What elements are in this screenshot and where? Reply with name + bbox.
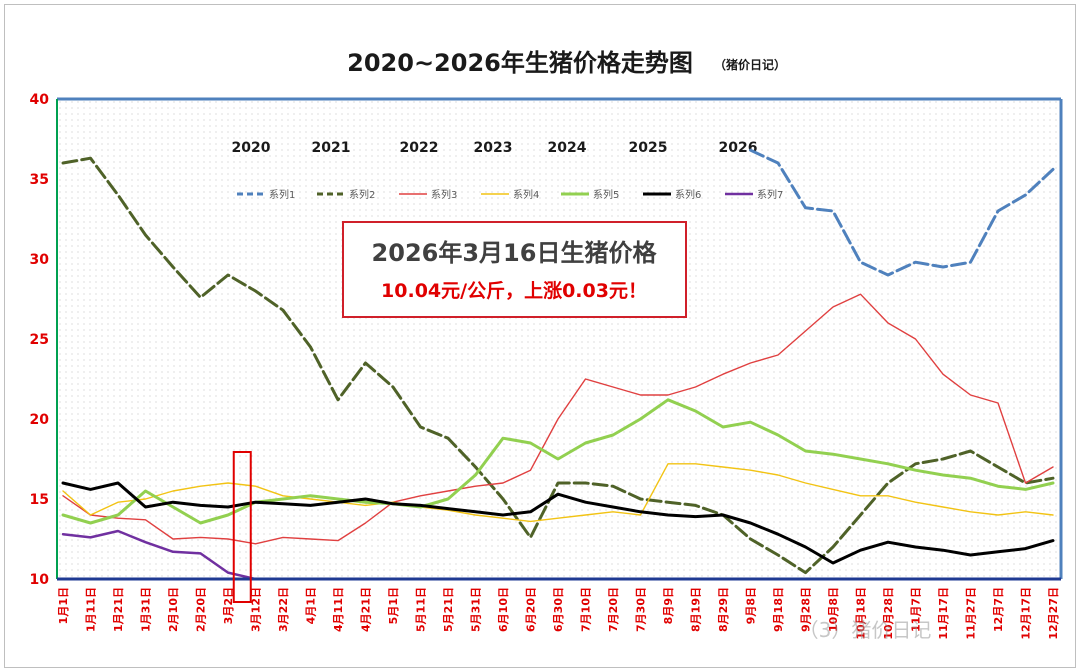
series-line (62, 293, 1054, 545)
legend-label: 系列1 (269, 188, 295, 201)
year-label: 2021 (312, 140, 351, 156)
x-tick-label: 3月12日 (250, 587, 263, 632)
x-tick-label: 5月11日 (415, 587, 428, 632)
year-label: 2023 (474, 140, 513, 156)
y-tick-label: 10 (30, 572, 50, 588)
x-tick-label: 11月17日 (937, 587, 950, 640)
legend-label: 系列4 (513, 188, 539, 201)
x-tick-label: 7月10日 (580, 587, 593, 632)
x-tick-label: 11月27日 (965, 587, 978, 640)
x-tick-label: 6月10日 (497, 587, 510, 632)
x-tick-label: 2月10日 (167, 587, 180, 632)
chart-subtitle: （猪价日记） (714, 57, 786, 72)
x-tick-label: 11月7日 (910, 587, 923, 632)
y-tick-label: 30 (30, 252, 50, 268)
x-tick-label: 1月11日 (85, 587, 98, 632)
chart-title: 2020~2026年生猪价格走势图 (347, 49, 693, 77)
plot-area (57, 99, 1061, 579)
x-tick-label: 12月17日 (1020, 587, 1033, 640)
x-tick-label: 12月27日 (1047, 587, 1060, 640)
x-tick-label: 7月20日 (607, 587, 620, 632)
year-label: 2020 (232, 140, 271, 156)
x-tick-label: 3月2日 (222, 587, 235, 624)
legend-label: 系列3 (431, 188, 457, 201)
x-tick-label: 9月28日 (800, 587, 813, 632)
legend-label: 系列5 (593, 188, 619, 201)
annotation-box (342, 221, 687, 318)
x-tick-label: 1月31日 (140, 587, 153, 632)
x-tick-label: 8月29日 (717, 587, 730, 632)
overlay-layer: 2026年3月16日生猪价格 10.04元/公斤，上涨0.03元！ (342, 221, 687, 318)
chart-frame: 2020~2026年生猪价格走势图 （猪价日记） 10 15 20 25 30 35 40 1… (4, 4, 1076, 668)
y-tick-label: 20 (30, 412, 50, 428)
y-tick-label: 15 (30, 492, 49, 508)
x-tick-label: 5月1日 (387, 587, 400, 624)
year-label: 2022 (400, 140, 439, 156)
x-tick-label: 4月21日 (360, 587, 373, 632)
x-tick-label: 6月20日 (525, 587, 538, 632)
x-tick-label: 1月1日 (57, 587, 70, 624)
x-tick-label: 3月22日 (277, 587, 290, 632)
price-chart: 2020~2026年生猪价格走势图 （猪价日记） 101520253035401… (30, 49, 1063, 642)
series-line (61, 529, 257, 581)
series-line (749, 148, 1055, 277)
legend-label: 系列6 (675, 188, 701, 201)
year-label: 2026 (719, 140, 758, 156)
legend-label: 系列7 (757, 188, 783, 201)
x-tick-label: 10月18日 (855, 587, 868, 640)
x-tick-label: 4月11日 (332, 587, 345, 632)
series-line (62, 463, 1054, 523)
series-line (61, 398, 1055, 525)
year-label: 2025 (629, 140, 668, 156)
x-tick-label: 10月28日 (882, 587, 895, 640)
legend-label: 系列2 (349, 188, 375, 201)
y-tick-label: 35 (30, 172, 49, 188)
x-tick-label: 4月1日 (305, 587, 318, 624)
x-tick-label: 9月18日 (772, 587, 785, 632)
y-tick-label: 40 (30, 92, 50, 108)
highlight-box (232, 451, 252, 603)
x-tick-label: 12月7日 (992, 587, 1005, 632)
series-line (61, 156, 1055, 575)
annotation-price: 10.04元/公斤，上涨0.03元！ (381, 280, 647, 302)
year-label: 2024 (548, 140, 587, 156)
x-tick-label: 10月8日 (827, 587, 840, 632)
x-tick-label: 6月30日 (552, 587, 565, 632)
x-tick-label: 5月31日 (470, 587, 483, 632)
y-tick-label: 25 (30, 332, 49, 348)
x-tick-label: 5月21日 (442, 587, 455, 632)
x-tick-label: 9月8日 (745, 587, 758, 624)
x-tick-label: 8月19日 (690, 587, 703, 632)
watermark: （3）猪价日记 (799, 618, 932, 642)
x-tick-label: 7月30日 (635, 587, 648, 632)
x-tick-label: 1月21日 (112, 587, 125, 632)
series-line (61, 481, 1055, 565)
annotation-title: 2026年3月16日生猪价格 (372, 239, 658, 267)
x-tick-label: 8月9日 (662, 587, 675, 624)
x-tick-label: 2月20日 (195, 587, 208, 632)
